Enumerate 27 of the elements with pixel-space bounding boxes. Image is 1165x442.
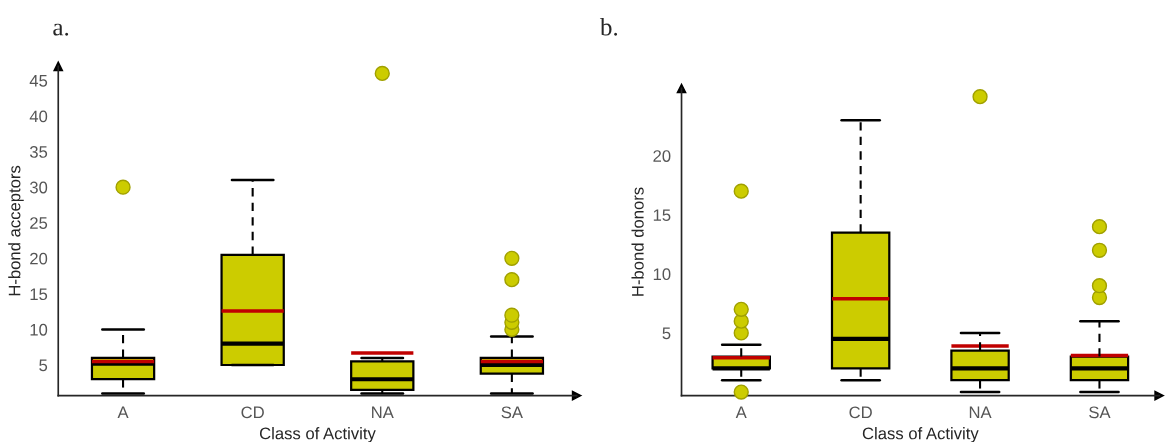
y-tick-label: 45 [29, 75, 48, 87]
y-tick-label: 20 [30, 252, 48, 265]
y-tick-label: 30 [29, 181, 48, 194]
y-tick-label: 5 [39, 359, 48, 372]
y-axis-title: H-bond donors [631, 187, 644, 296]
x-tick-label: A [735, 406, 747, 419]
chart-title: a. [53, 23, 69, 36]
y-tick-label: 40 [29, 110, 48, 123]
y-tick-label: 5 [662, 327, 671, 340]
y-tick-label: 35 [29, 146, 48, 158]
y-tick-label: 10 [653, 268, 671, 281]
y-tick-label: 15 [653, 209, 671, 222]
x-tick-label: SA [501, 406, 523, 419]
x-tick-label: NA [969, 406, 992, 419]
x-tick-label: CD [849, 406, 872, 419]
chart-title: b. [599, 18, 618, 36]
y-tick-label: 10 [30, 323, 48, 336]
x-axis-title: Class of Activity [259, 427, 376, 442]
y-tick-label: 20 [653, 150, 671, 162]
x-tick-label: NA [372, 406, 394, 419]
x-tick-label: SA [1089, 406, 1111, 419]
y-tick-label: 25 [30, 217, 48, 229]
x-tick-label: CD [241, 406, 264, 419]
x-axis-title: Class of Activity [862, 427, 979, 442]
x-tick-label: A [117, 406, 129, 419]
y-axis-title: H-bond acceptors [8, 165, 24, 296]
y-tick-label: 15 [30, 288, 48, 301]
